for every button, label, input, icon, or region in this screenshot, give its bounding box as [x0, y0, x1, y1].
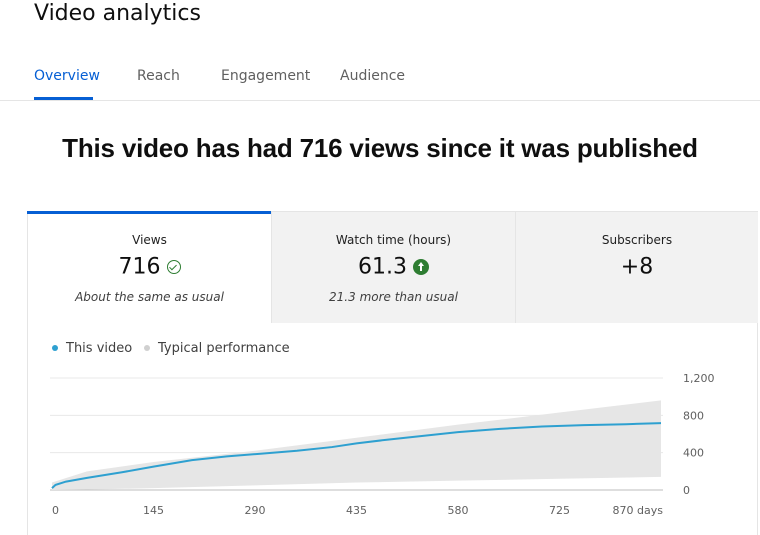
x-tick-label: 290 [245, 504, 266, 517]
metric-label: Watch time (hours) [335, 233, 452, 247]
legend-item-typical[interactable]: Typical performance [144, 341, 290, 356]
tab-engagement[interactable]: Engagement [221, 68, 311, 84]
views-headline: This video has had 716 views since it wa… [62, 133, 698, 163]
tab-audience[interactable]: Audience [340, 68, 406, 84]
check-circle-icon [166, 260, 181, 274]
series-line-this-video [51, 422, 662, 489]
views-chart: 0 400 800 1,200 0 145 290 435 580 725 870 days [50, 372, 715, 517]
x-tick-label: 580 [448, 504, 469, 517]
y-tick-label: 1,200 [683, 372, 715, 385]
metric-value: +8 [516, 254, 758, 280]
tab-bar: Overview Reach Engagement Audience [0, 60, 760, 101]
metric-value-number: +8 [620, 254, 654, 280]
metric-value: 716 [28, 254, 271, 280]
series-dot-icon [144, 344, 150, 351]
metric-card-watch-time[interactable]: Watch time (hours) 61.3 21.3 more than u… [271, 212, 515, 323]
metric-label: Views [132, 233, 167, 247]
series-dot-icon [52, 344, 58, 351]
selected-metric-indicator [27, 211, 271, 214]
metric-value-number: 716 [118, 254, 161, 280]
analytics-card: Views 716 About the same as usual Watch … [27, 211, 758, 535]
metric-note: 21.3 more than usual [329, 290, 458, 304]
legend-label: Typical performance [158, 341, 290, 356]
tab-overview[interactable]: Overview [34, 68, 100, 84]
legend-label: This video [66, 341, 133, 356]
typical-performance-band [52, 400, 661, 490]
tab-reach[interactable]: Reach [137, 68, 180, 84]
page-title: Video analytics [34, 1, 201, 26]
metric-value-number: 61.3 [358, 254, 407, 280]
y-tick-label: 400 [683, 447, 704, 460]
metric-card-views[interactable]: Views 716 About the same as usual [27, 211, 271, 323]
metric-note: About the same as usual [75, 290, 224, 304]
x-tick-label: 145 [143, 504, 164, 517]
x-tick-label: 725 [549, 504, 570, 517]
metric-value: 61.3 [272, 254, 515, 280]
x-tick-label: 435 [346, 504, 367, 517]
arrow-up-circle-icon [412, 259, 429, 275]
active-tab-indicator [34, 97, 93, 100]
metric-label: Subscribers [601, 233, 673, 247]
legend-item-this-video[interactable]: This video [52, 341, 132, 356]
x-tick-label: 870 days [613, 504, 664, 517]
x-tick-label: 0 [52, 504, 59, 517]
y-tick-label: 0 [683, 484, 690, 497]
y-tick-label: 800 [683, 409, 704, 422]
metric-card-subscribers[interactable]: Subscribers +8 [515, 212, 758, 323]
